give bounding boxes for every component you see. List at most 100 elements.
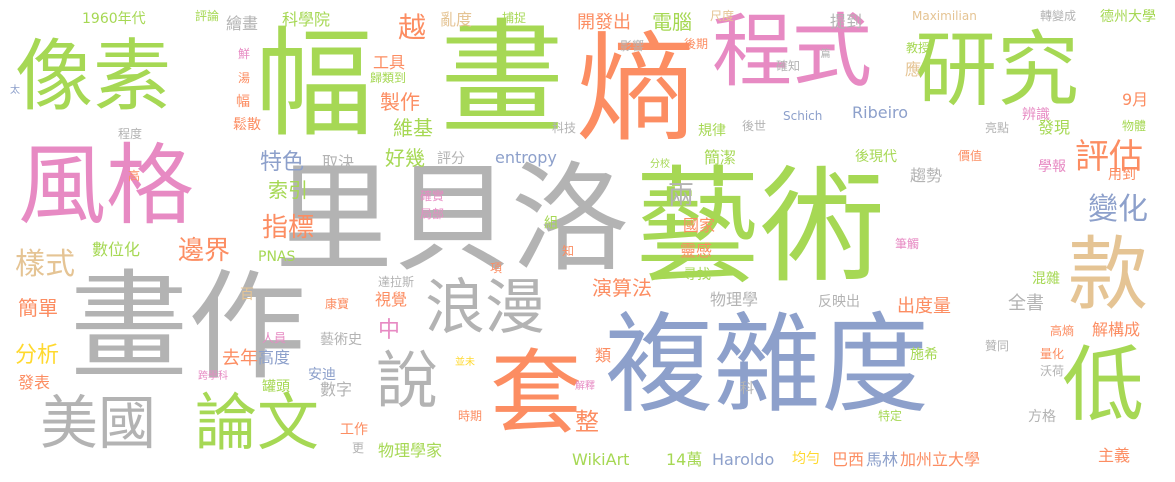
word-boundary: 邊界 <box>178 236 231 266</box>
word-physics: 物理學 <box>710 290 759 309</box>
word-fu: 幅 <box>255 15 374 153</box>
word-maximilian: Maximilian <box>912 9 977 23</box>
word-two: 兩 <box>668 181 695 211</box>
word-pian: 篇 <box>818 48 829 58</box>
word-quantify: 量化 <box>1040 347 1065 361</box>
word-value: 價值 <box>958 149 983 163</box>
word-art-history: 藝術史 <box>320 332 362 348</box>
word-professor: 教授 <box>906 41 931 55</box>
word-disorder: 亂度 <box>440 10 473 29</box>
word-schich: Schich <box>783 109 823 123</box>
word-wikiart: WikiArt <box>572 450 630 469</box>
word-campus: 分校 <box>650 159 670 170</box>
word-classified: 歸類到 <box>370 71 407 85</box>
word-period: 時期 <box>458 409 483 423</box>
word-dallas: 達拉斯 <box>378 275 415 289</box>
word-certain-know: 確知 <box>776 59 801 73</box>
word-country: 國家 <box>683 216 716 235</box>
word-inspiration: 靈感 <box>680 241 713 260</box>
word-mixed: 混雜 <box>1032 271 1060 287</box>
word-uniform: 均勻 <box>792 451 820 467</box>
word-kind: 類 <box>595 346 612 365</box>
word-publish: 發表 <box>18 373 51 392</box>
word-know: 知 <box>562 244 575 258</box>
word-reflect: 反映出 <box>818 294 860 310</box>
word-digitize: 數位化 <box>92 240 141 259</box>
word-whole: 整 <box>575 408 599 436</box>
word-computer: 電腦 <box>652 10 692 34</box>
word-campbell: 康寶 <box>325 297 350 311</box>
word-pnas: PNAS <box>258 249 296 265</box>
word-academy: 科學院 <box>282 10 331 29</box>
word-usa: 美國 <box>40 389 157 457</box>
word-deconstruct: 解構成 <box>1092 320 1141 339</box>
word-indeed: 確實 <box>420 189 445 203</box>
word-trend: 趨勢 <box>910 166 943 185</box>
word-transform: 轉變成 <box>1040 9 1077 23</box>
word-art: 藝術 <box>635 155 885 300</box>
word-regularity: 規律 <box>698 123 726 139</box>
word-interdisciplinary: 跨學科 <box>198 371 228 382</box>
word-metric: 指標 <box>262 213 315 243</box>
word-ribeiro-en: Ribeiro <box>852 103 909 122</box>
word-personnel: 人員 <box>262 331 287 345</box>
word-score: 評分 <box>437 151 465 167</box>
word-say: 說 <box>376 344 439 417</box>
word-romantic: 浪漫 <box>425 273 545 343</box>
word-work: 工作 <box>340 422 368 438</box>
word-later: 後期 <box>684 37 709 51</box>
word-technology: 科技 <box>552 121 577 135</box>
word-mention: 提到 <box>830 12 863 31</box>
word-height: 高度 <box>258 348 291 367</box>
word-set: 套 <box>490 340 583 447</box>
word-ribeiro: 里貝洛 <box>275 150 630 288</box>
word-physicist: 物理學家 <box>378 441 443 460</box>
word-depends: 取決 <box>322 153 355 172</box>
word-cal-state: 加州立大學 <box>900 450 981 469</box>
word-high-entropy: 高熵 <box>1050 324 1075 338</box>
word-september: 9月 <box>1122 90 1149 109</box>
word-ism: 主義 <box>1098 446 1131 465</box>
word-brushstroke: 筆觸 <box>895 237 920 251</box>
word-can: 罐頭 <box>262 379 290 395</box>
word-painting: 畫 <box>440 8 565 152</box>
word-use: 用到 <box>1108 167 1136 183</box>
word-hundred: 百 <box>240 287 254 303</box>
word-recognize: 辨識 <box>1022 107 1050 123</box>
word-object: 物體 <box>1122 119 1147 133</box>
word-1960s: 1960年代 <box>82 11 146 27</box>
word-complexity: 複雜度 <box>605 303 930 428</box>
word-item: 項 <box>490 261 503 275</box>
word-schich-zh: 施希 <box>910 347 938 363</box>
word-loose: 鬆散 <box>233 117 261 133</box>
word-style: 風格 <box>18 134 195 237</box>
word-concise: 簡潔 <box>704 148 737 167</box>
word-discover: 發現 <box>1038 118 1071 137</box>
word-fu-small: 幅 <box>236 94 250 110</box>
word-drawing: 繪畫 <box>226 14 259 33</box>
word-make: 製作 <box>380 90 420 114</box>
word-highlight: 亮點 <box>985 121 1010 135</box>
word-not: 並未 <box>455 357 475 368</box>
word-several: 好幾 <box>385 146 425 170</box>
word-scale: 尺度 <box>710 9 735 23</box>
word-140k: 14萬 <box>666 450 703 469</box>
word-specific: 特定 <box>878 409 903 423</box>
word-yue: 越 <box>398 11 427 44</box>
word-entropy-zh: 熵 <box>577 20 696 158</box>
word-warhol: 沃荷 <box>1040 364 1065 378</box>
word-middle: 中 <box>378 318 401 343</box>
word-agree: 贊同 <box>985 339 1010 353</box>
word-haroldo: Haroldo <box>712 450 775 469</box>
word-research: 研究 <box>915 23 1080 118</box>
word-capture: 捕捉 <box>502 11 527 25</box>
word-degree: 程度 <box>118 127 143 141</box>
word-wiki: 維基 <box>393 116 433 140</box>
word-texas-univ: 德州大學 <box>1100 9 1156 25</box>
word-marin: 馬林 <box>866 450 899 469</box>
word-pattern: 樣式 <box>15 247 75 282</box>
word-change: 變化 <box>1088 192 1148 227</box>
word-kuan: 款 <box>1068 228 1148 321</box>
word-program: 程式 <box>712 5 872 98</box>
word-search: 尋找 <box>683 267 711 283</box>
